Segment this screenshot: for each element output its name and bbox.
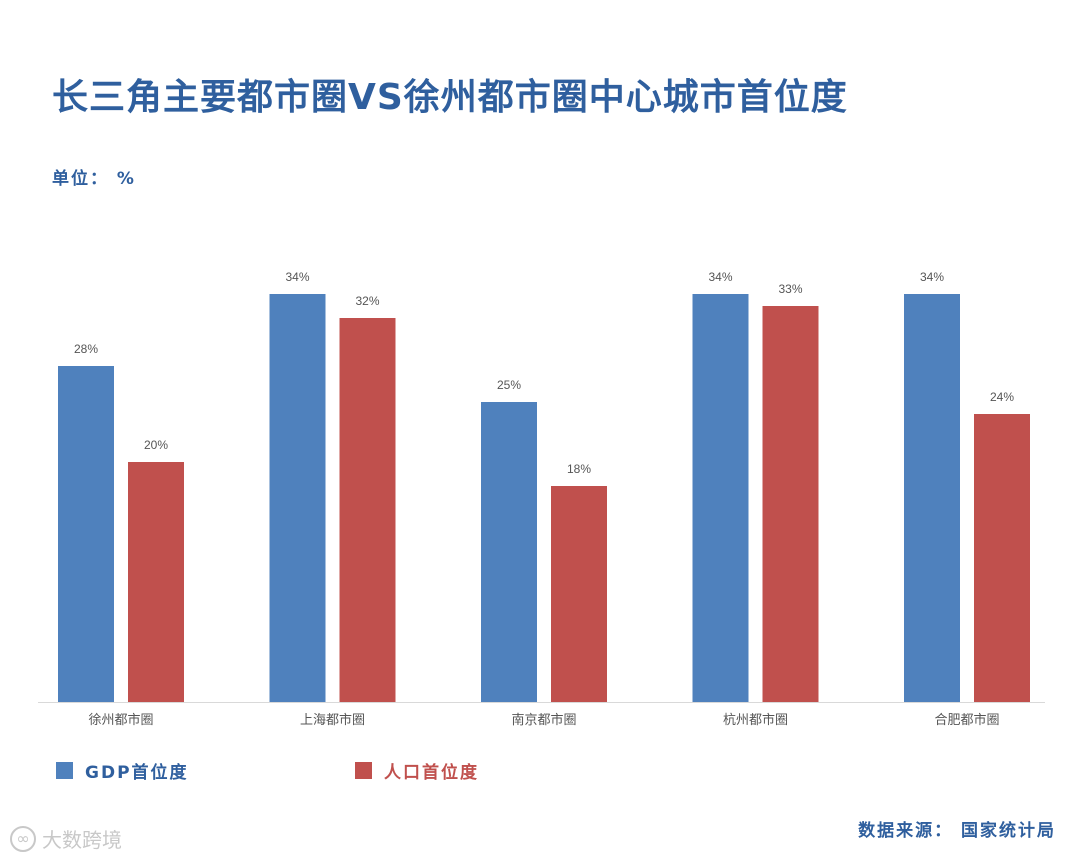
data-label-gdp-2: 34%	[285, 270, 309, 284]
watermark-text: 大数跨境	[42, 828, 122, 852]
bar-population-1	[128, 462, 184, 702]
legend-gdp: GDP首位度	[56, 758, 189, 783]
data-label-gdp-1: 28%	[74, 342, 98, 356]
watermark-logo-icon: ∞	[10, 825, 36, 852]
bar-gdp-5	[904, 294, 960, 702]
data-label-population-1: 20%	[144, 438, 168, 452]
data-label-gdp-5: 34%	[920, 270, 944, 284]
bar-population-3	[551, 486, 607, 702]
legend-gdp-label: GDP首位度	[85, 763, 189, 783]
bar-population-4	[762, 306, 819, 702]
bar-gdp-4	[692, 294, 749, 702]
bar-gdp-1	[58, 366, 114, 702]
chart-title: 长三角主要都市圈VS徐州都市圈中心城市首位度	[52, 77, 848, 118]
source-label: 数据来源： 国家统计局	[858, 821, 1056, 841]
data-label-population-4: 33%	[778, 282, 802, 296]
x-tick-label-5: 合肥都市圈	[934, 712, 999, 727]
data-label-gdp-3: 25%	[497, 378, 521, 392]
data-label-population-5: 24%	[990, 390, 1014, 404]
data-label-gdp-4: 34%	[708, 270, 732, 284]
legend-gdp-swatch	[56, 762, 73, 779]
x-tick-label-3: 南京都市圈	[511, 712, 576, 727]
x-tick-label-2: 上海都市圈	[300, 712, 365, 727]
bar-population-5	[974, 414, 1030, 702]
legend-population-swatch	[355, 762, 372, 779]
x-tick-label-1: 徐州都市圈	[88, 712, 153, 727]
data-label-population-2: 32%	[355, 294, 379, 308]
bar-gdp-2	[269, 294, 326, 702]
x-tick-label-4: 杭州都市圈	[723, 712, 788, 727]
unit-label: 单位： %	[52, 169, 136, 189]
data-label-population-3: 18%	[567, 462, 591, 476]
legend-population-label: 人口首位度	[384, 763, 479, 783]
bar-gdp-3	[481, 402, 537, 702]
bar-population-2	[339, 318, 396, 702]
watermark: ∞ 大数跨境	[10, 824, 122, 853]
legend-population: 人口首位度	[355, 758, 479, 783]
